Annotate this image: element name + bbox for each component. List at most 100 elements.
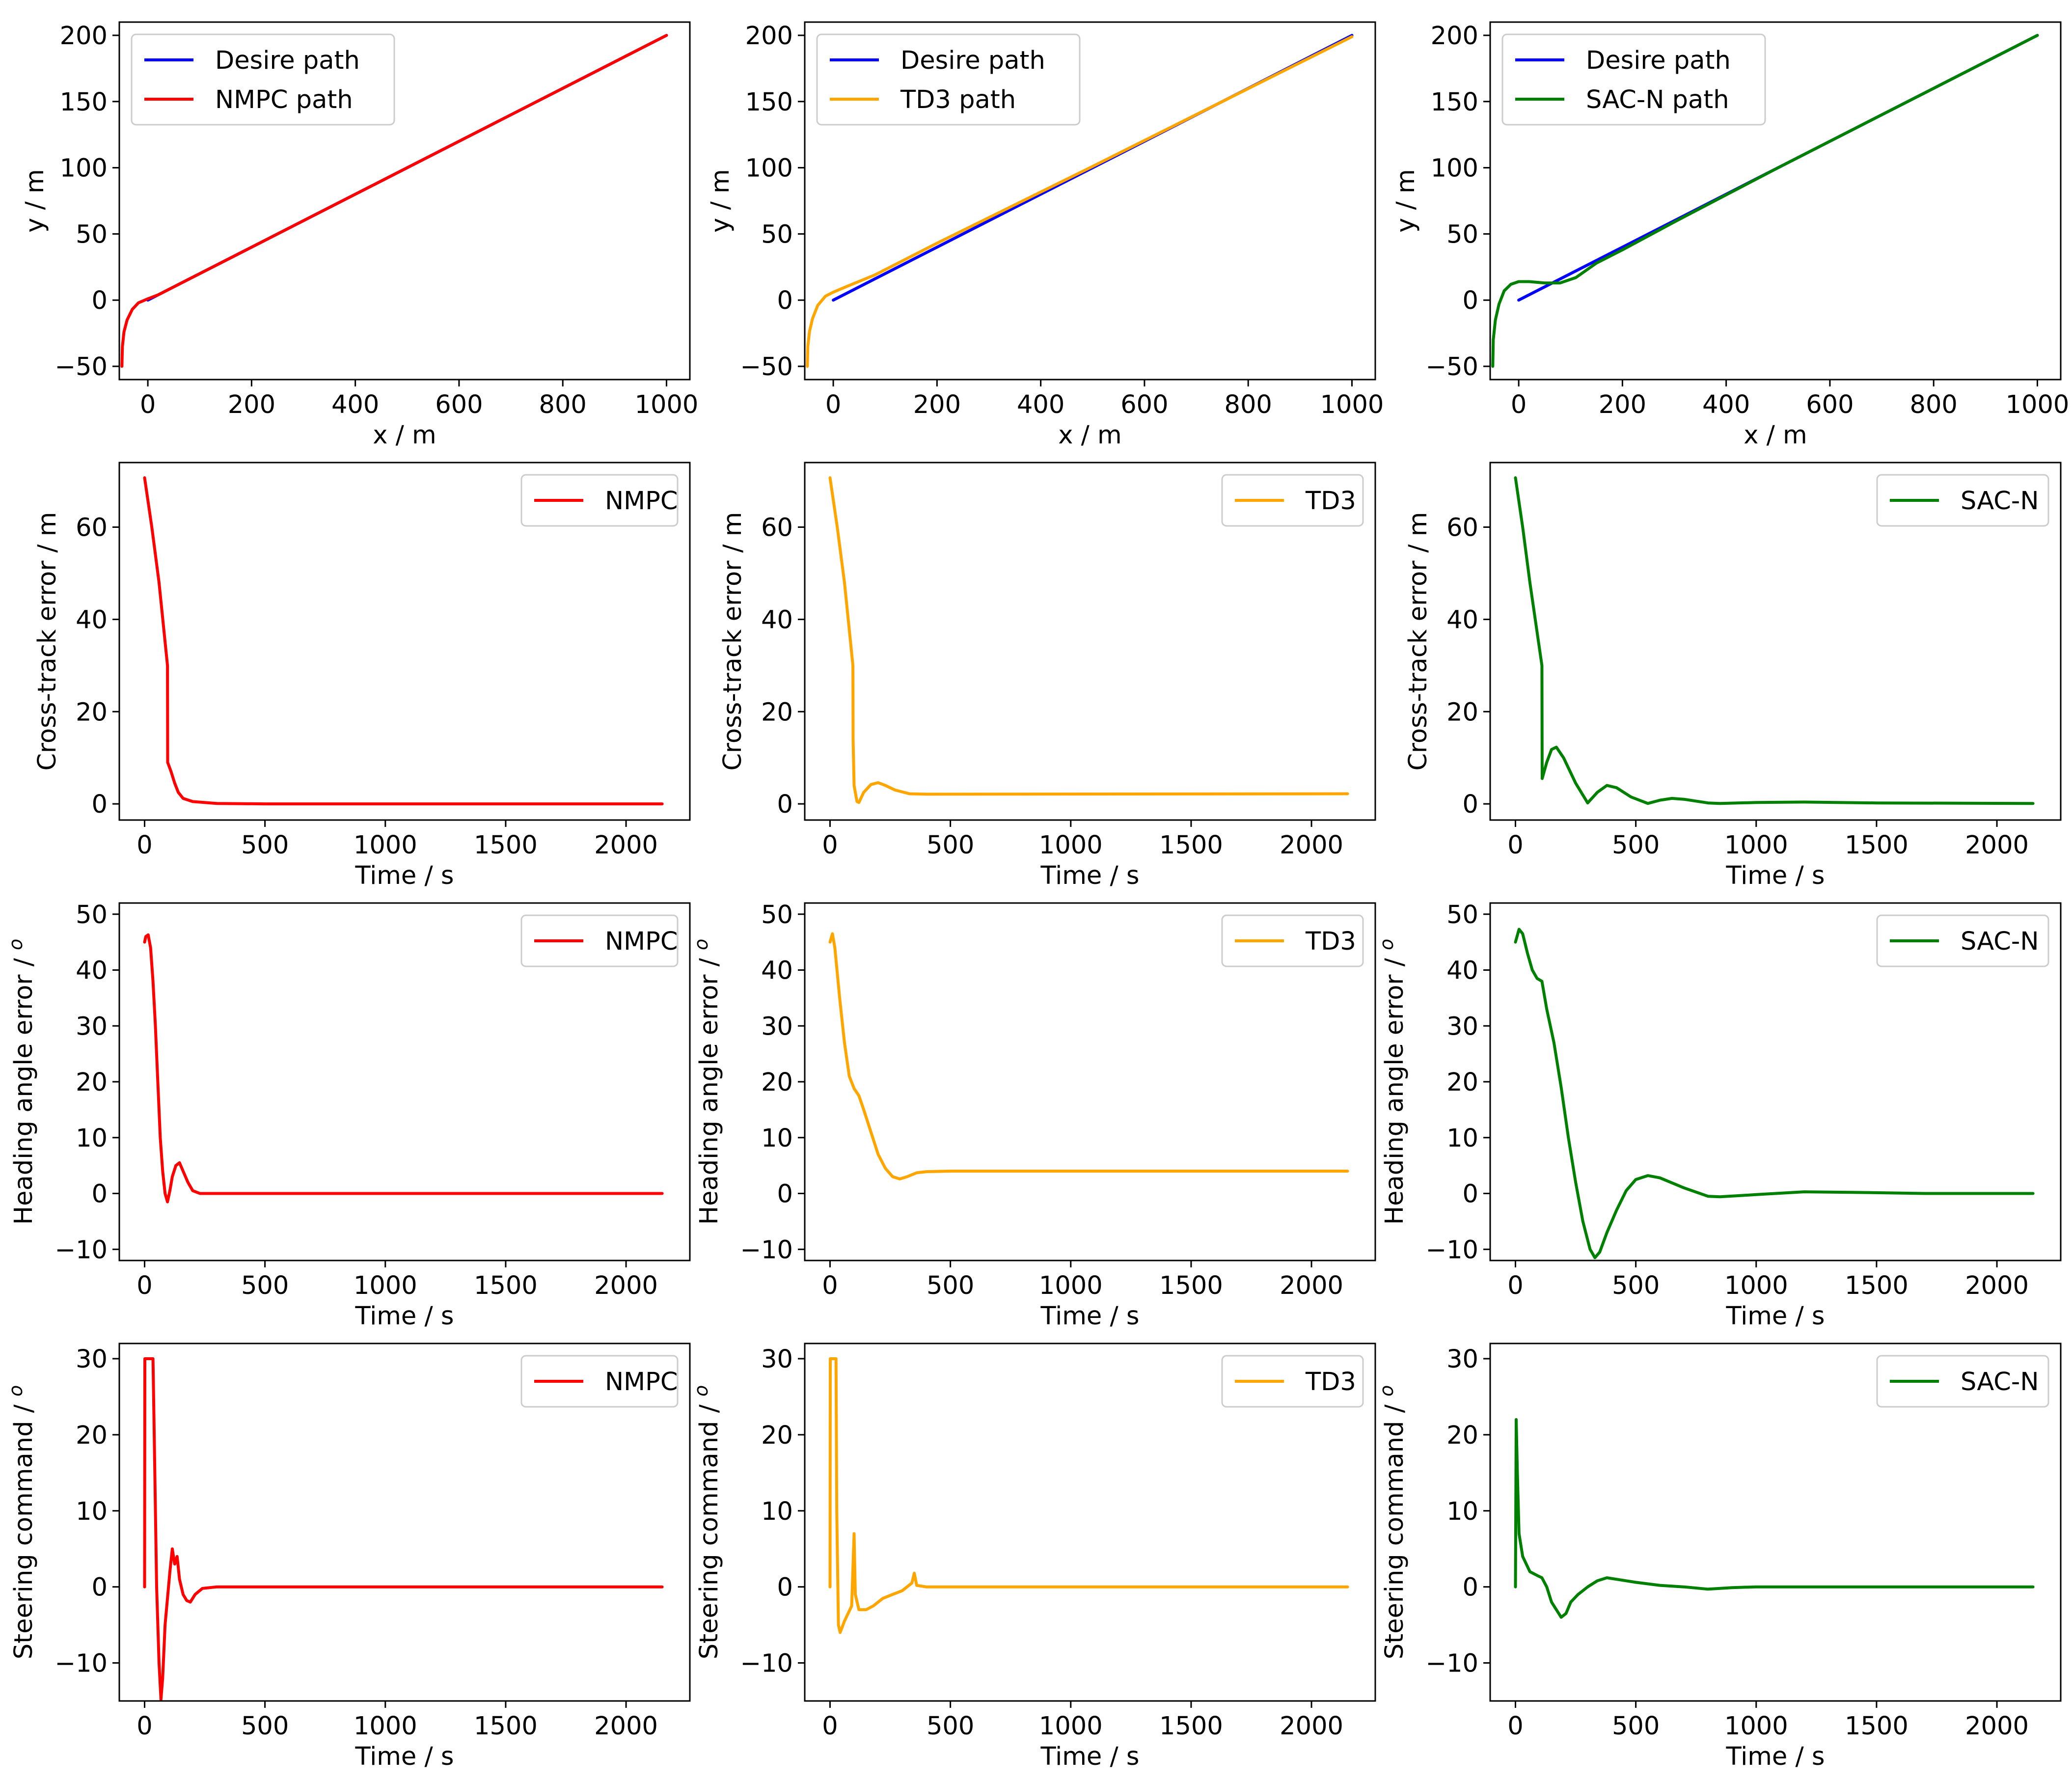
x-tick-label: 500 bbox=[241, 1271, 289, 1300]
x-tick-label: 2000 bbox=[1965, 1712, 2029, 1741]
x-axis-label: x / m bbox=[1744, 421, 1807, 450]
x-axis-label: x / m bbox=[373, 421, 436, 450]
y-tick-label: −50 bbox=[55, 353, 108, 382]
y-tick-label: 60 bbox=[76, 514, 108, 543]
series-line-td3 bbox=[828, 476, 1349, 804]
y-tick-label: −10 bbox=[740, 1235, 793, 1264]
y-tick-label: 0 bbox=[92, 1180, 108, 1209]
legend: TD3 bbox=[1221, 1355, 1364, 1408]
x-tick-label: 2000 bbox=[594, 831, 658, 860]
x-tick-label: 500 bbox=[241, 1712, 289, 1741]
x-tick-label: 1000 bbox=[1039, 831, 1103, 860]
legend-box bbox=[816, 33, 1081, 126]
x-axis-label: Time / s bbox=[1726, 1302, 1825, 1331]
y-tick-label: 100 bbox=[745, 154, 793, 183]
legend: TD3 bbox=[1221, 474, 1364, 527]
x-tick-label: 1500 bbox=[1845, 1712, 1908, 1741]
x-axis-label: x / m bbox=[1058, 421, 1121, 450]
y-axis-label: Heading angle error / o bbox=[5, 939, 38, 1225]
x-tick-label: 0 bbox=[1511, 390, 1527, 419]
legend: Desire path TD3 path bbox=[816, 33, 1081, 126]
x-tick-label: 500 bbox=[927, 831, 974, 860]
legend-entry-label: NMPC bbox=[605, 1368, 678, 1397]
y-tick-label: −10 bbox=[1425, 1649, 1478, 1678]
x-tick-label: 200 bbox=[228, 390, 275, 419]
x-tick-label: 800 bbox=[1225, 390, 1272, 419]
legend: NMPC bbox=[520, 914, 679, 967]
series-line-nmpc-path bbox=[120, 34, 668, 368]
series-line-td3 bbox=[828, 1357, 1349, 1634]
chart-td3-steering: 0 500 1000 1500 2000 −10 0 10 20 30 Time / s Steeri… bbox=[690, 1343, 1376, 1771]
x-axis-label: Time / s bbox=[1726, 861, 1825, 890]
legend-entry-label: NMPC path bbox=[215, 85, 353, 114]
y-tick-label: 50 bbox=[76, 220, 108, 249]
legend: TD3 bbox=[1221, 914, 1364, 967]
x-tick-label: 2000 bbox=[1280, 831, 1343, 860]
series-line-nmpc bbox=[143, 933, 664, 1204]
y-tick-label: 30 bbox=[761, 1012, 793, 1041]
series-line-sac-n-path bbox=[1491, 34, 2039, 368]
x-tick-label: 500 bbox=[927, 1712, 974, 1741]
x-tick-label: 500 bbox=[241, 831, 289, 860]
axes-frame bbox=[118, 21, 691, 381]
x-axis-label: Time / s bbox=[355, 861, 454, 890]
x-tick-label: 1500 bbox=[474, 1271, 538, 1300]
x-tick-label: 500 bbox=[1612, 1271, 1660, 1300]
x-tick-label: 1000 bbox=[2006, 390, 2070, 419]
chart-sacn-cte: 0 500 1000 1500 2000 0 20 40 60 Time / s Cross-tra… bbox=[1404, 462, 2062, 890]
legend: Desire path NMPC path bbox=[131, 33, 395, 126]
y-tick-label: −10 bbox=[740, 1649, 793, 1678]
y-tick-label: 10 bbox=[76, 1497, 108, 1526]
y-tick-label: 20 bbox=[76, 1068, 108, 1097]
y-tick-label: 200 bbox=[745, 22, 793, 51]
legend: SAC-N bbox=[1876, 474, 2049, 527]
x-tick-label: 200 bbox=[913, 390, 961, 419]
x-tick-label: 1000 bbox=[1039, 1712, 1103, 1741]
x-tick-label: 2000 bbox=[1280, 1271, 1343, 1300]
legend-entry-label: Desire path bbox=[1586, 46, 1731, 75]
y-tick-label: 10 bbox=[761, 1124, 793, 1153]
axes-frame bbox=[118, 1343, 691, 1702]
y-tick-label: 20 bbox=[76, 698, 108, 727]
y-tick-label: 0 bbox=[1463, 1573, 1478, 1602]
x-axis-label: Time / s bbox=[1040, 861, 1140, 890]
y-axis-label: Steering command / o bbox=[5, 1385, 38, 1660]
x-tick-label: 2000 bbox=[1965, 831, 2029, 860]
legend-entry-label: NMPC bbox=[605, 487, 678, 516]
y-axis-label: Heading angle error / o bbox=[1376, 939, 1409, 1225]
legend-entry-label: Desire path bbox=[215, 46, 360, 75]
x-tick-label: 1500 bbox=[474, 1712, 538, 1741]
legend-box bbox=[1876, 1355, 2049, 1408]
y-tick-label: 10 bbox=[1446, 1497, 1478, 1526]
legend-box bbox=[520, 474, 679, 527]
axes-frame bbox=[1489, 21, 2062, 381]
legend-entry-label: SAC-N path bbox=[1586, 85, 1729, 114]
series-line-sac-n bbox=[1514, 476, 2035, 805]
x-tick-label: 0 bbox=[140, 390, 156, 419]
y-tick-label: 40 bbox=[76, 957, 108, 986]
x-axis-label: Time / s bbox=[1726, 1742, 1825, 1771]
y-tick-label: 150 bbox=[60, 88, 108, 117]
x-tick-label: 600 bbox=[435, 390, 483, 419]
y-tick-label: 40 bbox=[761, 605, 793, 634]
y-axis-label: y / m bbox=[706, 169, 735, 232]
x-tick-label: 500 bbox=[1612, 1712, 1660, 1741]
x-tick-label: 0 bbox=[136, 1712, 152, 1741]
y-tick-label: 30 bbox=[761, 1345, 793, 1374]
y-tick-label: 50 bbox=[1446, 220, 1478, 249]
y-tick-label: 50 bbox=[1446, 901, 1478, 930]
legend-box bbox=[131, 33, 395, 126]
chart-td3-path: 0 200 400 600 800 1000 −50 0 50 100 150 200 x / m y /… bbox=[706, 21, 1384, 450]
y-tick-label: 150 bbox=[1431, 88, 1478, 117]
y-tick-label: 0 bbox=[777, 1180, 793, 1209]
x-tick-label: 800 bbox=[1910, 390, 1958, 419]
y-tick-label: 20 bbox=[1446, 1068, 1478, 1097]
x-tick-label: 600 bbox=[1120, 390, 1168, 419]
y-tick-label: −10 bbox=[55, 1235, 108, 1264]
legend-box bbox=[1221, 474, 1364, 527]
y-tick-label: −10 bbox=[55, 1649, 108, 1678]
x-tick-label: 0 bbox=[822, 831, 838, 860]
x-tick-label: 1000 bbox=[1724, 1271, 1788, 1300]
axes-frame bbox=[118, 462, 691, 821]
chart-td3-heading: 0 500 1000 1500 2000 −10 0 10 20 30 40 50 Time / s He… bbox=[690, 901, 1376, 1331]
